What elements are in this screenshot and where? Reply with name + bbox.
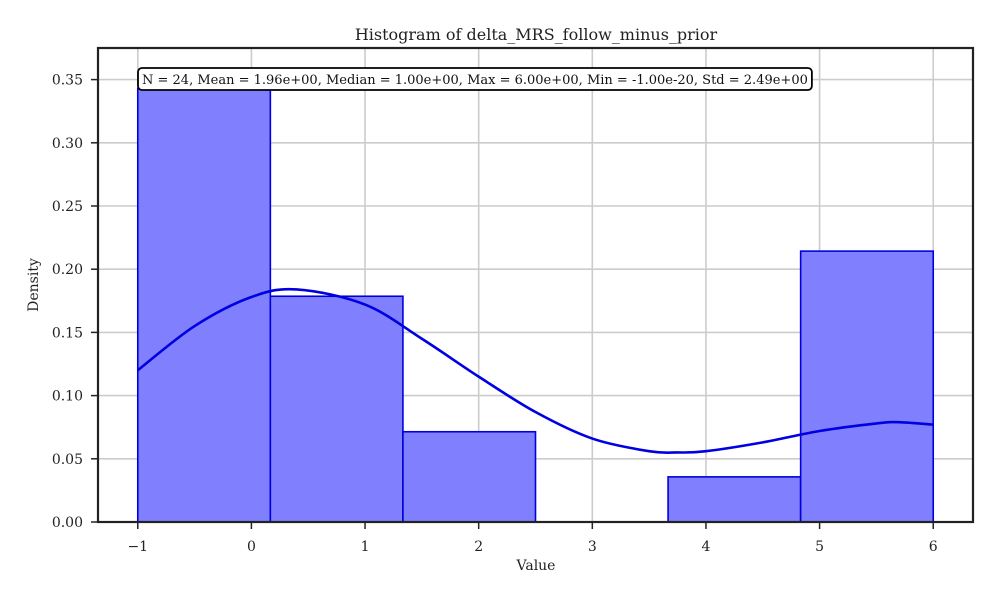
x-tick-label-0: −1 xyxy=(127,539,148,555)
y-tick-label-6: 0.30 xyxy=(52,136,83,152)
y-tick-label-5: 0.25 xyxy=(52,199,83,215)
x-axis-label: Value xyxy=(516,558,556,574)
x-tick-label-7: 6 xyxy=(929,539,938,555)
y-tick-label-2: 0.10 xyxy=(52,389,83,405)
y-tick-label-3: 0.15 xyxy=(52,325,83,341)
x-tick-label-2: 1 xyxy=(361,539,370,555)
x-tick-label-3: 2 xyxy=(474,539,483,555)
stats-annotation-box: N = 24, Mean = 1.96e+00, Median = 1.00e+… xyxy=(137,67,813,91)
y-tick-label-0: 0.00 xyxy=(52,515,83,531)
y-tick-label-1: 0.05 xyxy=(52,452,83,468)
stats-annotation-text: N = 24, Mean = 1.96e+00, Median = 1.00e+… xyxy=(142,73,808,88)
kde-curve xyxy=(136,287,934,455)
x-tick-label-1: 0 xyxy=(247,539,256,555)
x-tick-label-4: 3 xyxy=(588,539,597,555)
plot-frame xyxy=(96,46,975,524)
x-axis-ticks: −1 0 1 2 3 4 5 6 xyxy=(127,522,938,555)
histogram-bar-2 xyxy=(402,430,537,523)
histogram-bar-5 xyxy=(799,250,935,523)
histogram-bars xyxy=(136,87,935,523)
histogram-bar-1 xyxy=(269,295,404,523)
x-tick-label-5: 4 xyxy=(701,539,710,555)
y-tick-label-7: 0.35 xyxy=(52,73,83,89)
histogram-bar-0 xyxy=(136,87,272,523)
stats-annotation-frame xyxy=(137,67,813,91)
histogram-bar-4 xyxy=(667,476,802,523)
x-tick-label-6: 5 xyxy=(815,539,824,555)
y-axis-label: Density xyxy=(26,258,42,312)
y-axis-ticks: 0.00 0.05 0.10 0.15 0.20 0.25 0.30 0.35 xyxy=(52,73,98,531)
y-tick-label-4: 0.20 xyxy=(52,262,83,278)
chart-title: Histogram of delta_MRS_follow_minus_prio… xyxy=(355,25,718,44)
